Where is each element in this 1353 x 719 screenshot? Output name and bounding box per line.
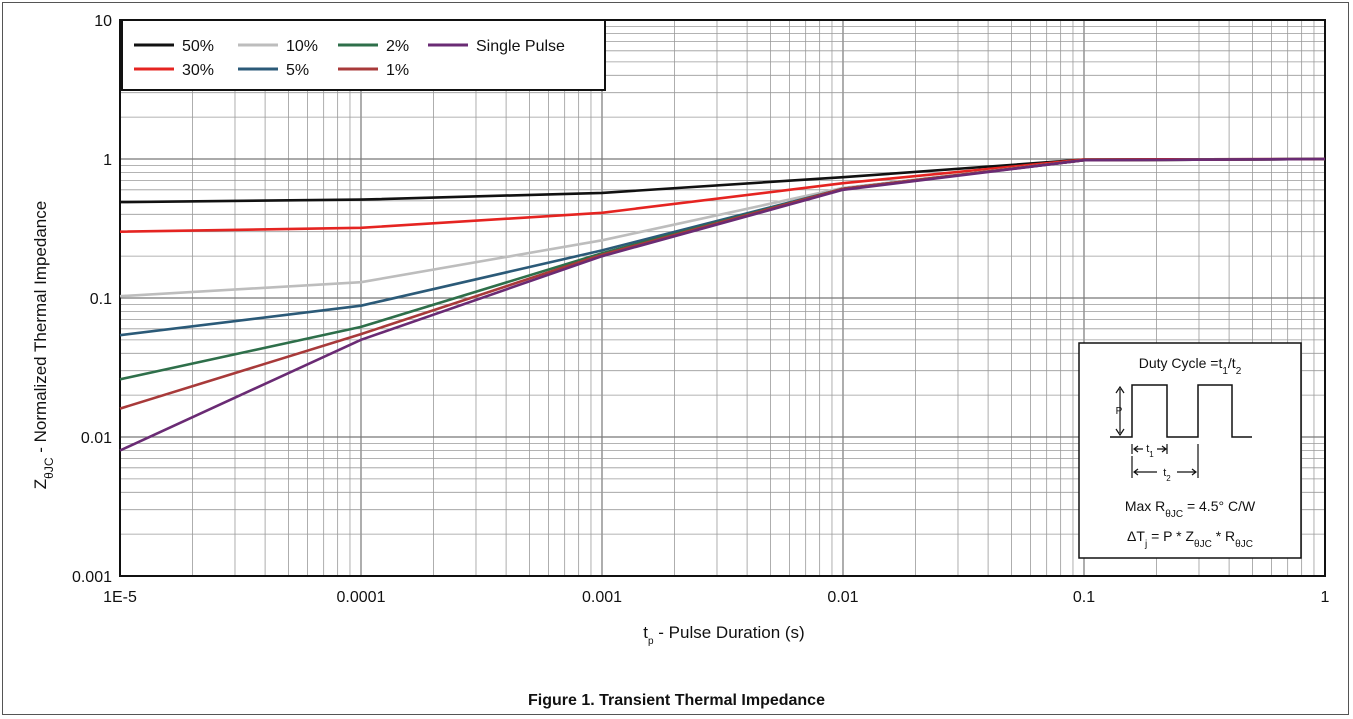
p-label: P [1116, 406, 1123, 417]
y-tick-label: 1 [103, 152, 112, 169]
x-tick-label: 0.01 [827, 589, 858, 606]
delta-t-formula: ΔTj = P * ZθJC * RθJC [1127, 528, 1253, 550]
pulse-waveform [1110, 384, 1252, 438]
t1-label: t1 [1146, 443, 1154, 459]
inset-box [1078, 342, 1302, 559]
legend-box [121, 19, 606, 91]
series-line-single-pulse [119, 157, 1326, 452]
legend-label: Single Pulse [476, 38, 565, 55]
x-tick-label: 0.001 [582, 589, 622, 606]
legend-label: 1% [386, 62, 409, 79]
legend: 50% 10% 2% Single Pulse 30% 5% 1% [121, 19, 606, 91]
p-arrow [1115, 385, 1125, 437]
t2-label: t2 [1163, 467, 1171, 483]
legend-label: 10% [286, 38, 318, 55]
y-tick-labels: 0.001 0.01 0.1 1 10 [72, 13, 112, 586]
legend-label: 5% [286, 62, 309, 79]
y-tick-label: 10 [94, 13, 112, 30]
legend-label: 50% [182, 38, 214, 55]
x-tick-label: 0.1 [1073, 589, 1095, 606]
x-tick-label: 0.0001 [337, 589, 386, 606]
plot-area [119, 19, 1326, 577]
duty-cycle-inset: Duty Cycle =t1/t2 P t1 t2 Max RθJC = 4.5… [1078, 342, 1302, 559]
x-tick-label: 1 [1321, 589, 1330, 606]
y-tick-label: 0.001 [72, 569, 112, 586]
duty-cycle-label: Duty Cycle =t1/t2 [1139, 355, 1242, 377]
y-tick-label: 0.1 [90, 291, 112, 308]
y-axis-label: ZθJC - Normalized Thermal Impedance [31, 201, 56, 489]
y-tick-label: 0.01 [81, 430, 112, 447]
max-r-label: Max RθJC = 4.5° C/W [1125, 498, 1256, 520]
t2-arrow [1131, 444, 1199, 478]
legend-label: 30% [182, 62, 214, 79]
t1-arrow [1131, 444, 1168, 454]
figure-caption: Figure 1. Transient Thermal Impedance [528, 692, 825, 709]
legend-label: 2% [386, 38, 409, 55]
series-layer [119, 157, 1326, 452]
x-axis-label: tp - Pulse Duration (s) [643, 623, 804, 647]
thermal-impedance-chart: 1E-5 0.0001 0.001 0.01 0.1 1 0.0010.010.1110 … [31, 13, 1330, 647]
x-tick-label: 1E-5 [103, 589, 137, 606]
x-tick-labels: 1E-5 0.0001 0.001 0.01 0.1 1 [103, 589, 1329, 606]
